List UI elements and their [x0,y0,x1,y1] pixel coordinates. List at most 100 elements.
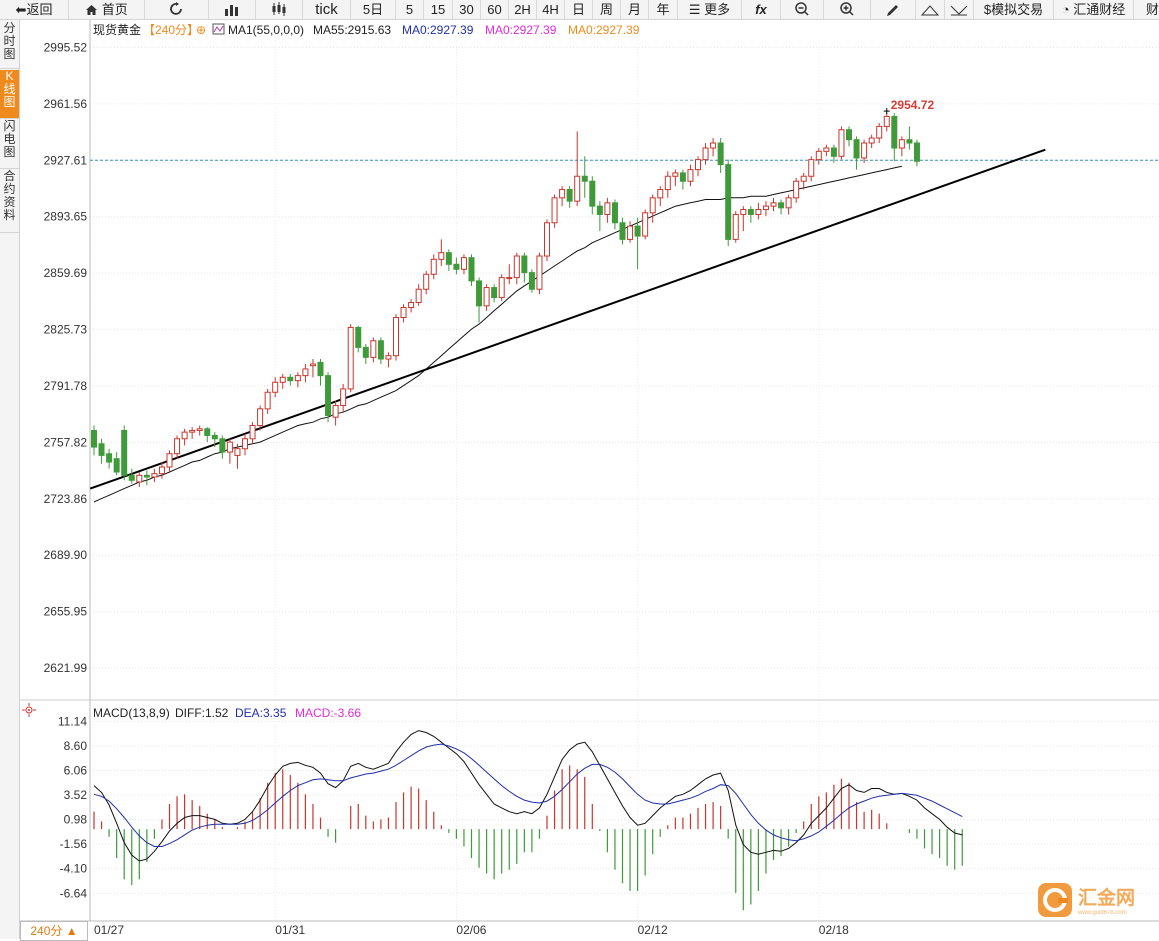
candle [906,126,913,150]
tab-timeshare[interactable]: 分时图 [0,22,19,69]
candle-body-down [476,280,483,307]
zoom-out-button[interactable] [781,0,824,19]
tab-flash[interactable]: 闪电图 [0,120,19,169]
candle-body-up [272,381,279,393]
candle-body-up [302,368,309,377]
candle [453,257,460,275]
candle [559,186,566,207]
candle [317,359,324,386]
candle-body-up [883,115,890,127]
bar-chart-button[interactable] [209,0,256,19]
candle [347,324,354,393]
candle [642,209,649,240]
price-tick-label: 2961.56 [44,97,88,111]
candle-body-up [393,316,399,357]
period-5-button[interactable]: 5 [396,0,424,19]
candle [174,435,181,459]
candle [106,448,113,469]
candle-button[interactable] [256,0,303,19]
candle-body-down [846,129,852,141]
candle [815,148,822,165]
candle-body-up [423,273,430,290]
candle [891,113,898,162]
more-button[interactable]: ☰ 更多 [678,0,742,19]
more-nav-button[interactable]: 财 [1145,2,1159,17]
candle [279,373,286,389]
period-15-button[interactable]: 15 [424,0,453,19]
period-month-button[interactable]: 月 [621,0,649,19]
refresh-button[interactable] [145,0,209,19]
candle-body-down [528,272,535,290]
candle [823,144,830,157]
period-60-button[interactable]: 60 [481,0,509,19]
candle [717,138,724,173]
shape-up-button[interactable] [916,0,945,19]
candle [302,364,309,383]
candle [438,239,445,266]
huitong-button[interactable]: ◔ 汇通财经 [1054,0,1134,19]
candle [242,433,248,456]
macd-tick-label: 11.14 [58,714,87,728]
zoom-in-button[interactable] [824,0,871,19]
price-axis: 2995.52 2961.56 2927.61 2893.65 2859.69 2825.… [44,40,88,675]
candle [770,197,777,212]
date-axis: 01/27 01/31 02/06 02/12 02/18 [94,923,849,937]
home-button[interactable]: 首页 [69,0,145,19]
swirl-icon: ◔ [1061,2,1070,17]
candle-body-up [189,429,196,433]
period-selector-tab[interactable]: 240分 ▲ [20,921,88,941]
candle [876,123,883,144]
candle [309,359,316,378]
dollar-icon: $ [983,2,992,17]
candle-body-up [732,213,739,240]
draw-button[interactable] [871,0,916,19]
candle [423,270,430,295]
candle-body-down [468,257,475,282]
candle [793,177,800,203]
candle [143,470,150,486]
tick-button[interactable]: tick [303,0,351,19]
candle-body-down [717,142,724,166]
sim-trade-button[interactable]: $模拟交易 [974,0,1054,19]
candle [732,211,739,243]
macd-legend-diff: DIFF:1.52 [175,706,229,720]
period-4h-button[interactable]: 4H [537,0,565,19]
gold678-logo: 汇金网 www.gold678.com [1036,880,1148,920]
tab-kline[interactable]: K线图 [0,70,19,119]
5day-button[interactable]: 5日 [351,0,396,19]
candle [249,422,256,444]
candle [536,252,543,295]
candle [868,134,875,148]
tab-contract[interactable]: 合约资料 [0,170,19,233]
candle [521,252,528,283]
main-legend: 现货黄金 【240分】 ⊕ MA1(55,0,0,0) MA55:2915.63… [93,22,640,37]
candle-body-up [740,208,747,215]
period-day-button[interactable]: 日 [565,0,593,19]
candle-body-up [815,150,822,161]
candle-body-up [234,448,241,456]
back-button[interactable]: ⬅︎返回 [0,0,69,19]
candle-body-up [340,388,347,407]
legend-ma55: MA55:2915.63 [313,23,391,37]
period-30-button[interactable]: 30 [453,0,481,19]
candle-body-down [619,222,626,240]
candle [370,337,377,363]
candle-body-down [589,180,596,207]
period-2h-button[interactable]: 2H [509,0,537,19]
candle-body-down [325,375,332,417]
price-tick-label: 2859.69 [44,266,88,280]
candle [619,217,626,245]
formula-button[interactable]: fx [742,0,781,19]
period-year-button[interactable]: 年 [649,0,678,19]
candle-body-up [604,202,611,215]
candle-body-up [762,205,769,210]
shape-down-button[interactable] [945,0,974,19]
candle-body-down [913,142,920,162]
period-week-button[interactable]: 周 [593,0,621,19]
macd-axis: 11.14 8.60 6.06 3.52 0.98 -1.56 -4.10 -6.64 [58,714,87,900]
candle [664,171,671,198]
candle-body-up [785,197,792,209]
macd-settings-icon[interactable] [22,703,36,717]
candle-body-up [498,277,505,299]
candle [778,199,785,215]
